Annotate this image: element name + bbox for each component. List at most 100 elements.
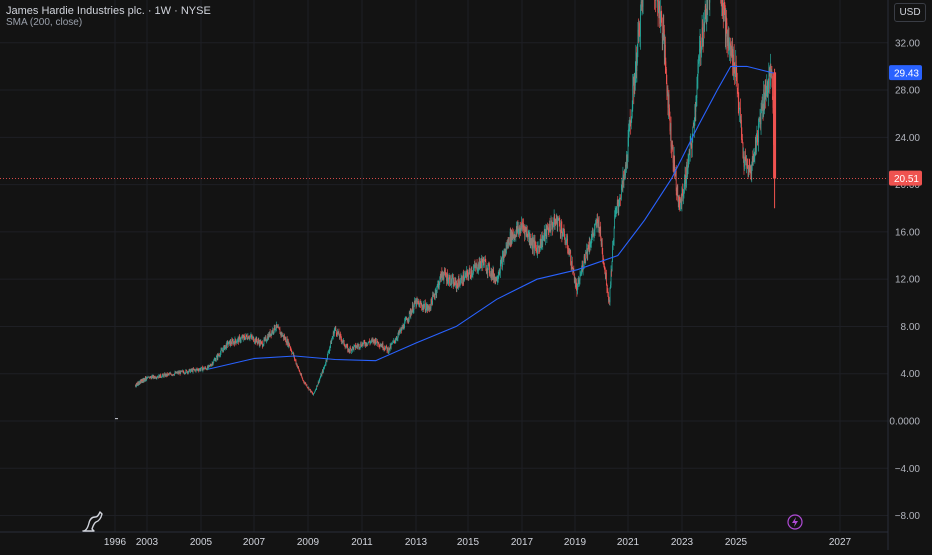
candle-body xyxy=(244,337,246,340)
candle-body xyxy=(548,231,550,233)
candle-body xyxy=(602,253,604,258)
candle-body xyxy=(686,164,688,175)
candle-body xyxy=(480,262,482,267)
candle-body xyxy=(597,219,598,222)
candle-body xyxy=(371,339,372,342)
candle-body xyxy=(500,260,502,264)
candle-body xyxy=(599,227,601,233)
candle-body xyxy=(391,343,393,345)
candle-body xyxy=(752,154,754,164)
candle-body xyxy=(593,233,594,236)
candle-body xyxy=(607,289,608,292)
candle-body xyxy=(614,214,615,228)
candle-body xyxy=(541,236,543,245)
candle-body xyxy=(627,136,629,159)
candle-body xyxy=(290,349,292,352)
candle-body xyxy=(439,274,441,278)
candle-body xyxy=(307,387,309,389)
candle-body xyxy=(595,223,596,225)
candle-body xyxy=(147,377,148,379)
candle-body xyxy=(182,370,184,372)
candle-body xyxy=(640,9,641,37)
candle-body xyxy=(544,229,546,239)
price-axis[interactable]: 32.00 28.00 24.00 20.00 16.00 12.00 8.00 4.00 0.… xyxy=(887,0,920,550)
candle-body xyxy=(314,390,316,392)
candle-body xyxy=(557,220,559,227)
candle-body xyxy=(746,164,748,168)
candle-body xyxy=(406,318,408,320)
candle-body xyxy=(345,346,346,348)
currency-button[interactable]: USD xyxy=(894,3,926,22)
candle-body xyxy=(475,264,477,268)
candle-body xyxy=(443,274,445,279)
candle-body xyxy=(433,294,434,296)
candle-body xyxy=(547,228,549,230)
candle-body xyxy=(241,336,243,338)
candle-body xyxy=(697,64,699,77)
candle-body xyxy=(177,371,179,374)
candle-body xyxy=(304,383,306,384)
candle-body xyxy=(657,1,659,13)
candle-body xyxy=(447,274,448,283)
candle-body xyxy=(451,277,453,282)
candle-body xyxy=(567,248,569,252)
candle-body xyxy=(310,389,311,392)
candle-body xyxy=(401,328,402,331)
candle-body xyxy=(232,340,233,341)
candle-body xyxy=(458,278,459,288)
candle-body xyxy=(558,217,560,224)
candle-body xyxy=(436,285,438,291)
candle-body xyxy=(166,373,168,376)
candle-body xyxy=(477,270,478,272)
candle-body xyxy=(469,271,471,276)
candle-body xyxy=(672,145,674,163)
candle-body xyxy=(163,374,164,377)
candle-body xyxy=(563,228,564,236)
candle-body xyxy=(409,311,411,313)
candle-body xyxy=(545,227,547,231)
candle-body xyxy=(416,299,417,307)
candle-body xyxy=(728,37,730,51)
candle-body xyxy=(542,238,544,246)
candle-body xyxy=(335,327,337,331)
candle-body xyxy=(758,123,759,143)
candle-body xyxy=(487,269,488,273)
candle-body xyxy=(397,338,398,340)
lightning-icon[interactable] xyxy=(787,514,803,530)
candle-body xyxy=(594,229,595,232)
candle-body xyxy=(184,372,186,374)
candle-body xyxy=(302,380,304,381)
candle-body xyxy=(413,304,415,311)
candle-body xyxy=(434,293,436,298)
candle-body xyxy=(413,310,414,312)
candle-body xyxy=(535,244,536,246)
candle-body xyxy=(506,244,507,249)
candle-body xyxy=(610,270,612,286)
candle-body xyxy=(162,374,163,376)
candle-body xyxy=(305,383,307,385)
candle-body xyxy=(262,342,263,347)
candle-body xyxy=(474,264,475,268)
candle-body xyxy=(426,305,428,308)
candle-body xyxy=(759,117,761,121)
candle-body xyxy=(771,71,772,73)
candle-body xyxy=(251,336,253,339)
candle-body xyxy=(208,365,209,368)
candle-body xyxy=(494,277,496,282)
candle-body xyxy=(521,222,522,229)
candle-body xyxy=(168,373,170,375)
candle-body xyxy=(531,238,533,244)
candle-body xyxy=(642,0,643,7)
time-axis[interactable]: 1996 2003 2005 2007 2009 2011 2013 2015 2017 2019… xyxy=(0,531,888,548)
grid-lines xyxy=(0,0,888,532)
tradingview-dino-icon[interactable] xyxy=(80,509,106,535)
candle-body xyxy=(496,277,498,282)
candle-body xyxy=(287,339,289,346)
indicator-legend[interactable]: SMA (200, close) xyxy=(6,17,83,28)
candle-body xyxy=(591,238,592,245)
candle-body xyxy=(622,174,624,185)
candle-body xyxy=(739,107,741,109)
candle-body xyxy=(412,305,413,311)
